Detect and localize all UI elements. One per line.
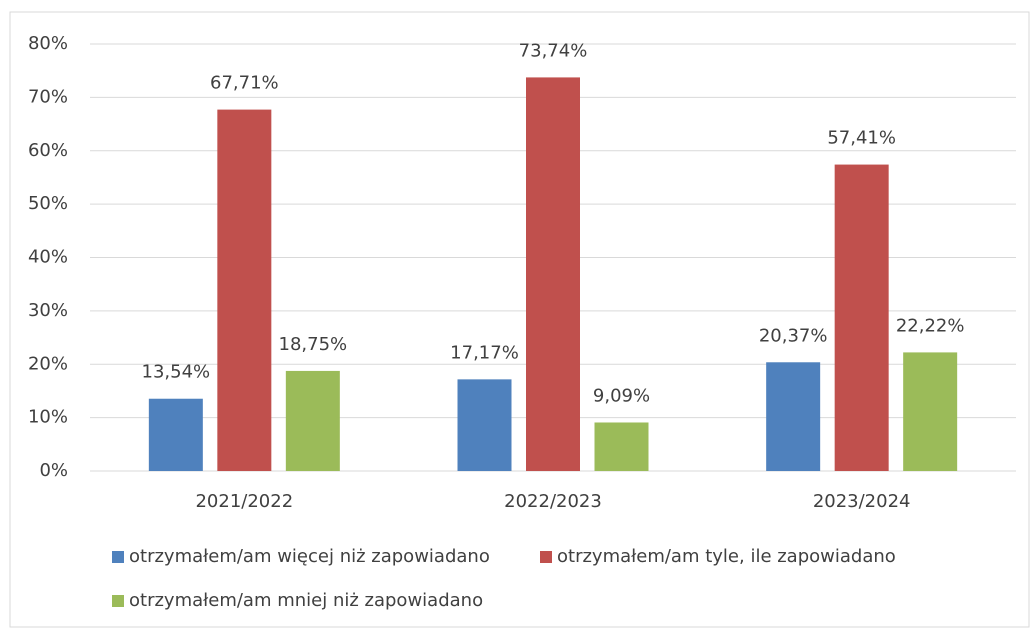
x-tick-label: 2022/2023 <box>504 491 602 512</box>
y-tick-label: 80% <box>28 33 68 54</box>
bar <box>526 77 580 471</box>
bar <box>217 109 272 472</box>
bar <box>834 164 889 471</box>
data-label: 73,74% <box>519 40 588 61</box>
bar <box>285 370 340 471</box>
bar <box>594 422 649 471</box>
data-label: 9,09% <box>593 385 650 406</box>
y-tick-label: 50% <box>28 193 68 214</box>
y-tick-label: 0% <box>39 460 68 481</box>
legend-label: otrzymałem/am tyle, ile zapowiadano <box>557 546 896 567</box>
bar <box>457 379 512 471</box>
bar <box>148 398 203 471</box>
data-label: 13,54% <box>142 362 211 383</box>
y-tick-label: 70% <box>28 86 68 107</box>
legend-label: otrzymałem/am więcej niż zapowiadano <box>129 546 490 567</box>
data-label: 17,17% <box>450 342 519 363</box>
legend-label: otrzymałem/am mniej niż zapowiadano <box>129 590 483 611</box>
legend-swatch <box>112 595 124 607</box>
y-tick-label: 40% <box>28 247 68 268</box>
data-label: 18,75% <box>279 334 348 355</box>
data-label: 57,41% <box>827 128 896 149</box>
y-tick-label: 20% <box>28 353 68 374</box>
data-label: 22,22% <box>896 315 965 336</box>
bar <box>903 352 958 471</box>
legend-swatch <box>112 551 124 563</box>
bar <box>766 362 821 471</box>
data-label: 20,37% <box>759 325 828 346</box>
x-tick-label: 2021/2022 <box>195 491 293 512</box>
x-tick-label: 2023/2024 <box>813 491 911 512</box>
y-tick-label: 30% <box>28 300 68 321</box>
legend-swatch <box>540 551 552 563</box>
y-tick-label: 60% <box>28 140 68 161</box>
data-label: 67,71% <box>210 73 279 94</box>
y-tick-label: 10% <box>28 407 68 428</box>
